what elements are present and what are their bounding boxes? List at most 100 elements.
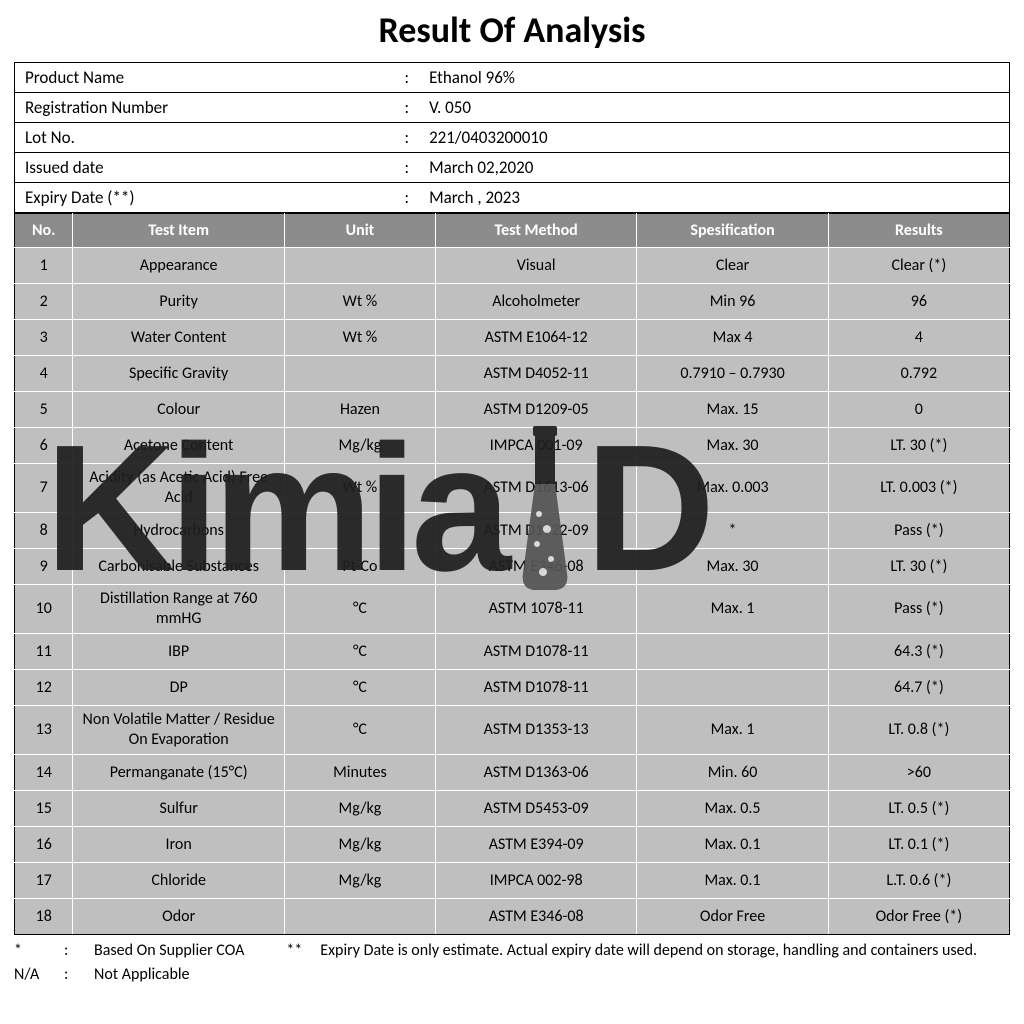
info-label: Registration Number [15, 93, 395, 123]
cell-no: 3 [15, 320, 73, 356]
cell-unit [284, 513, 435, 549]
cell-method: ASTM D1363-06 [435, 755, 636, 791]
info-value: V. 050 [419, 93, 1009, 123]
table-row: 6Acetone ContentMg/kgIMPCA 001-09Max. 30… [15, 428, 1010, 464]
cell-result: Odor Free (*) [828, 899, 1009, 935]
cell-item: Odor [73, 899, 284, 935]
cell-item: Specific Gravity [73, 356, 284, 392]
footnote-star-text: Based On Supplier COA [94, 939, 244, 963]
cell-no: 1 [15, 248, 73, 284]
table-row: 11IBP°CASTM D1078-1164.3 (*) [15, 634, 1010, 670]
cell-result: Pass (*) [828, 585, 1009, 634]
cell-method: ASTM D5453-09 [435, 791, 636, 827]
table-row: 17ChlorideMg/kgIMPCA 002-98Max. 0.1L.T. … [15, 863, 1010, 899]
cell-method: ASTM D1078-11 [435, 634, 636, 670]
cell-spec: Max. 15 [637, 392, 828, 428]
cell-no: 6 [15, 428, 73, 464]
cell-result: LT. 0.8 (*) [828, 706, 1009, 755]
cell-no: 17 [15, 863, 73, 899]
cell-no: 4 [15, 356, 73, 392]
cell-result: 0.792 [828, 356, 1009, 392]
cell-method: ASTM E1064-12 [435, 320, 636, 356]
cell-item: Acetone Content [73, 428, 284, 464]
cell-item: Sulfur [73, 791, 284, 827]
cell-no: 10 [15, 585, 73, 634]
info-label: Expiry Date (**) [15, 183, 395, 213]
results-header-cell: Unit [284, 214, 435, 248]
cell-no: 11 [15, 634, 73, 670]
cell-item: Iron [73, 827, 284, 863]
cell-spec: Clear [637, 248, 828, 284]
cell-no: 2 [15, 284, 73, 320]
footnote-na-symbol: N/A [14, 963, 46, 987]
cell-item: Purity [73, 284, 284, 320]
footnote-star-symbol: * [14, 939, 46, 963]
cell-spec: Max. 0.003 [637, 464, 828, 513]
cell-unit: Mg/kg [284, 863, 435, 899]
cell-method: ASTM 1078-11 [435, 585, 636, 634]
results-header-cell: Test Item [73, 214, 284, 248]
cell-method: ASTM D1209-05 [435, 392, 636, 428]
cell-result: LT. 0.5 (*) [828, 791, 1009, 827]
cell-unit: °C [284, 634, 435, 670]
cell-unit: Hazen [284, 392, 435, 428]
cell-no: 5 [15, 392, 73, 428]
table-row: 18OdorASTM E346-08Odor FreeOdor Free (*) [15, 899, 1010, 935]
info-value: March 02,2020 [419, 153, 1009, 183]
cell-method: ASTM D1722-09 [435, 513, 636, 549]
cell-item: Water Content [73, 320, 284, 356]
cell-unit [284, 899, 435, 935]
cell-item: Chloride [73, 863, 284, 899]
cell-spec [637, 670, 828, 706]
table-row: 1AppearanceVisualClearClear (*) [15, 248, 1010, 284]
cell-result: LT. 30 (*) [828, 549, 1009, 585]
cell-unit: Wt % [284, 284, 435, 320]
cell-unit: Mg/kg [284, 428, 435, 464]
info-value: Ethanol 96% [419, 63, 1009, 93]
footnote-na-text: Not Applicable [94, 963, 190, 987]
info-label: Product Name [15, 63, 395, 93]
cell-unit: Wt % [284, 320, 435, 356]
cell-unit: Mg/kg [284, 791, 435, 827]
cell-result: 0 [828, 392, 1009, 428]
cell-spec: Max. 0.5 [637, 791, 828, 827]
cell-item: Carbonisable Substances [73, 549, 284, 585]
info-value: 221/0403200010 [419, 123, 1009, 153]
table-row: 8HydrocarbonsASTM D1722-09*Pass (*) [15, 513, 1010, 549]
cell-spec: * [637, 513, 828, 549]
table-row: 9Carbonisable SubstancesPt-CoASTM E346-0… [15, 549, 1010, 585]
table-row: 13Non Volatile Matter / Residue On Evapo… [15, 706, 1010, 755]
cell-spec: 0.7910 – 0.7930 [637, 356, 828, 392]
cell-no: 14 [15, 755, 73, 791]
cell-result: LT. 30 (*) [828, 428, 1009, 464]
cell-method: ASTM E394-09 [435, 827, 636, 863]
cell-no: 13 [15, 706, 73, 755]
cell-method: IMPCA 002-98 [435, 863, 636, 899]
info-row: Expiry Date (**):March , 2023 [15, 183, 1010, 213]
results-header-cell: Test Method [435, 214, 636, 248]
cell-method: ASTM D4052-11 [435, 356, 636, 392]
cell-spec: Odor Free [637, 899, 828, 935]
cell-item: Non Volatile Matter / Residue On Evapora… [73, 706, 284, 755]
cell-unit: Wt % [284, 464, 435, 513]
info-row: Lot No.:221/0403200010 [15, 123, 1010, 153]
cell-result: L.T. 0.6 (*) [828, 863, 1009, 899]
cell-item: Hydrocarbons [73, 513, 284, 549]
cell-result: 64.7 (*) [828, 670, 1009, 706]
cell-spec [637, 634, 828, 670]
info-label: Lot No. [15, 123, 395, 153]
table-row: 15SulfurMg/kgASTM D5453-09Max. 0.5LT. 0.… [15, 791, 1010, 827]
page-title: Result Of Analysis [14, 8, 1010, 52]
cell-spec: Min 96 [637, 284, 828, 320]
cell-no: 12 [15, 670, 73, 706]
cell-unit: °C [284, 585, 435, 634]
footnote-dstar-symbol: ** [286, 939, 302, 963]
table-row: 4Specific Gravity ASTM D4052-110.7910 – 0… [15, 356, 1010, 392]
cell-result: 96 [828, 284, 1009, 320]
footnote-dstar-text: Expiry Date is only estimate. Actual exp… [320, 939, 977, 963]
cell-spec: Max. 0.1 [637, 863, 828, 899]
cell-item: IBP [73, 634, 284, 670]
table-row: 16IronMg/kgASTM E394-09Max. 0.1LT. 0.1 (… [15, 827, 1010, 863]
cell-method: ASTM E346-08 [435, 899, 636, 935]
cell-result: LT. 0.1 (*) [828, 827, 1009, 863]
